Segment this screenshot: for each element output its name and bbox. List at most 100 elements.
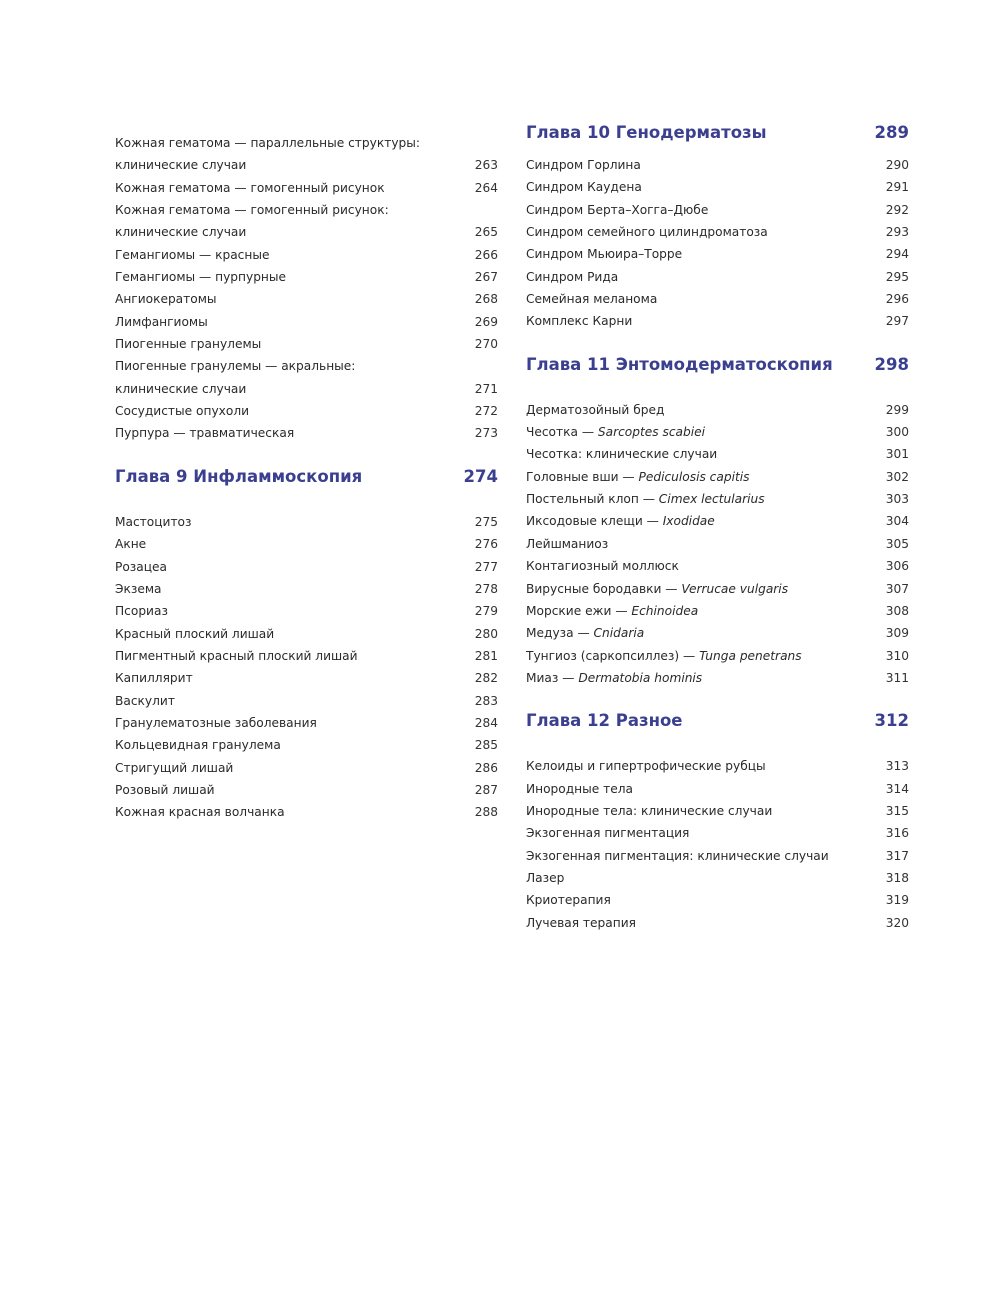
toc-entry[interactable]: Пигментный красный плоский лишай 281: [115, 645, 498, 667]
toc-entry[interactable]: Пиогенные гранулемы 270: [115, 333, 498, 355]
toc-entry[interactable]: Акне 276: [115, 533, 498, 555]
toc-entry[interactable]: Лучевая терапия 320: [526, 912, 909, 934]
toc-entry[interactable]: Инородные тела 314: [526, 778, 909, 800]
entry-text: Васкулит: [115, 693, 175, 708]
toc-entry[interactable]: Кожная гематома — гомогенный рисунок 264: [115, 177, 498, 199]
entry-title: Экзогенная пигментация: клинические случ…: [526, 845, 829, 867]
toc-entry[interactable]: клинические случаи 263: [115, 154, 498, 176]
entry-title: Пигментный красный плоский лишай: [115, 645, 358, 667]
entry-text: клинические случаи: [115, 158, 247, 173]
entry-page-number: 317: [885, 848, 909, 863]
chapter-heading[interactable]: Глава 11 Энтомодерматоскопия 298: [526, 354, 909, 376]
entry-latin-name: Sarcoptes scabiei: [597, 425, 706, 440]
entry-page-number: 280: [474, 626, 498, 641]
toc-entry[interactable]: Пиогенные гранулемы — акральные:: [115, 355, 498, 377]
toc-entry[interactable]: Розацеа 277: [115, 556, 498, 578]
entry-title: Медуза — Cnidaria: [526, 622, 644, 644]
toc-entry[interactable]: Контагиозный моллюск 306: [526, 555, 909, 577]
toc-entry[interactable]: Синдром Берта–Хогга–Дюбе 292: [526, 199, 909, 221]
entry-text: Стригущий лишай: [115, 760, 234, 775]
toc-entry[interactable]: Псориаз 279: [115, 600, 498, 622]
toc-entry[interactable]: Экзогенная пигментация 316: [526, 822, 909, 844]
entry-page-number: 288: [474, 805, 498, 820]
toc-entry[interactable]: Экзема 278: [115, 578, 498, 600]
toc-entry[interactable]: Красный плоский лишай 280: [115, 623, 498, 645]
chapter-heading[interactable]: Глава 12 Разное 312: [526, 710, 909, 732]
toc-entry[interactable]: Иксодовые клещи — Ixodidae 304: [526, 510, 909, 532]
toc-entry[interactable]: Синдром Рида 295: [526, 266, 909, 288]
toc-entry[interactable]: клинические случаи 271: [115, 378, 498, 400]
toc-entry[interactable]: Гемангиомы — пурпурные 267: [115, 266, 498, 288]
toc-entry[interactable]: Келоиды и гипертрофические рубцы 313: [526, 755, 909, 777]
entry-text: Синдром семейного цилиндроматоза: [526, 225, 768, 240]
toc-entry[interactable]: Кожная красная волчанка 288: [115, 801, 498, 823]
toc-entry[interactable]: Чесотка: клинические случаи 301: [526, 443, 909, 465]
toc-entry[interactable]: Медуза — Cnidaria 309: [526, 622, 909, 644]
toc-entry[interactable]: клинические случаи 265: [115, 221, 498, 243]
toc-entry[interactable]: Стригущий лишай 286: [115, 757, 498, 779]
entry-title: Постельный клоп — Cimex lectularius: [526, 488, 765, 510]
entry-text: Розацеа: [115, 559, 168, 574]
entry-page-number: 285: [474, 738, 498, 753]
toc-entry[interactable]: Васкулит 283: [115, 690, 498, 712]
toc-entry[interactable]: Вирусные бородавки — Verrucae vulgaris 30…: [526, 578, 909, 600]
entry-text: Сосудистые опухоли: [115, 404, 250, 419]
chapter-heading[interactable]: Глава 10 Генодерматозы 289: [526, 122, 909, 144]
chapter-heading[interactable]: Глава 9 Инфламмоскопия 274: [115, 466, 498, 488]
entry-text: Мастоцитоз: [115, 514, 192, 529]
toc-entry[interactable]: Кольцевидная гранулема 285: [115, 734, 498, 756]
toc-entry[interactable]: Синдром Горлина 290: [526, 154, 909, 176]
toc-entry[interactable]: Пурпура — травматическая 273: [115, 422, 498, 444]
toc-entry[interactable]: Гранулематозные заболевания 284: [115, 712, 498, 734]
chapter-title: Глава 11 Энтомодерматоскопия: [526, 354, 833, 374]
toc-entry[interactable]: Лейшманиоз 305: [526, 533, 909, 555]
toc-entry[interactable]: Тунгиоз (саркопсиллез) — Tunga penetrans…: [526, 645, 909, 667]
entry-title: Келоиды и гипертрофические рубцы: [526, 755, 766, 777]
toc-entry[interactable]: Морские ежи — Echinoidea 308: [526, 600, 909, 622]
entry-title: Семейная меланома: [526, 288, 657, 310]
toc-entry[interactable]: Миаз — Dermatobia hominis 311: [526, 667, 909, 689]
entry-text: Пиогенные гранулемы — акральные:: [115, 359, 356, 374]
toc-entry[interactable]: Комплекс Карни 297: [526, 310, 909, 332]
entry-page-number: 269: [474, 314, 498, 329]
entry-text: Контагиозный моллюск: [526, 559, 679, 574]
entry-title: Чесотка — Sarcoptes scabiei: [526, 421, 705, 443]
toc-entry[interactable]: Дерматозойный бред 299: [526, 399, 909, 421]
toc-entry[interactable]: Экзогенная пигментация: клинические случ…: [526, 845, 909, 867]
toc-entry[interactable]: Чесотка — Sarcoptes scabiei 300: [526, 421, 909, 443]
toc-entry[interactable]: Ангиокератомы 268: [115, 288, 498, 310]
entry-title: Пурпура — травматическая: [115, 422, 294, 444]
toc-entry[interactable]: Сосудистые опухоли 272: [115, 400, 498, 422]
toc-entry[interactable]: Синдром Каудена 291: [526, 176, 909, 198]
toc-entry[interactable]: Розовый лишай 287: [115, 779, 498, 801]
entry-text: Лейшманиоз: [526, 536, 609, 551]
entry-page-number: 272: [474, 404, 498, 419]
toc-entry[interactable]: Головные вши — Pediculosis capitis 302: [526, 466, 909, 488]
entry-title: Иксодовые клещи — Ixodidae: [526, 510, 715, 532]
entry-page-number: 305: [885, 536, 909, 551]
entry-text: Инородные тела: [526, 781, 633, 796]
toc-entry[interactable]: Инородные тела: клинические случаи 315: [526, 800, 909, 822]
toc-entry[interactable]: Кожная гематома — гомогенный рисунок:: [115, 199, 498, 221]
entry-title: Вирусные бородавки — Verrucae vulgaris: [526, 578, 788, 600]
toc-entry[interactable]: Мастоцитоз 275: [115, 511, 498, 533]
entry-text: Капиллярит: [115, 671, 193, 686]
toc-entry[interactable]: Лазер 318: [526, 867, 909, 889]
chapter-page-number: 298: [874, 354, 909, 374]
toc-entry[interactable]: Синдром Мьюира–Торре 294: [526, 243, 909, 265]
toc-entry[interactable]: Кожная гематома — параллельные структуры…: [115, 132, 498, 154]
entry-page-number: 275: [474, 514, 498, 529]
entry-title: Инородные тела: клинические случаи: [526, 800, 772, 822]
toc-entry[interactable]: Гемангиомы — красные 266: [115, 244, 498, 266]
toc-entry[interactable]: Капиллярит 282: [115, 667, 498, 689]
entry-text: Миаз —: [526, 670, 579, 685]
toc-entry[interactable]: Лимфангиомы 269: [115, 311, 498, 333]
toc-entry[interactable]: Постельный клоп — Cimex lectularius 303: [526, 488, 909, 510]
chapter-page-number: 289: [874, 123, 909, 142]
toc-entry[interactable]: Синдром семейного цилиндроматоза 293: [526, 221, 909, 243]
entry-text: Экзогенная пигментация: клинические случ…: [526, 848, 829, 863]
entry-text: Пигментный красный плоский лишай: [115, 648, 358, 663]
toc-entry[interactable]: Криотерапия 319: [526, 889, 909, 911]
toc-entry[interactable]: Семейная меланома 296: [526, 288, 909, 310]
entry-title: Розовый лишай: [115, 779, 215, 801]
